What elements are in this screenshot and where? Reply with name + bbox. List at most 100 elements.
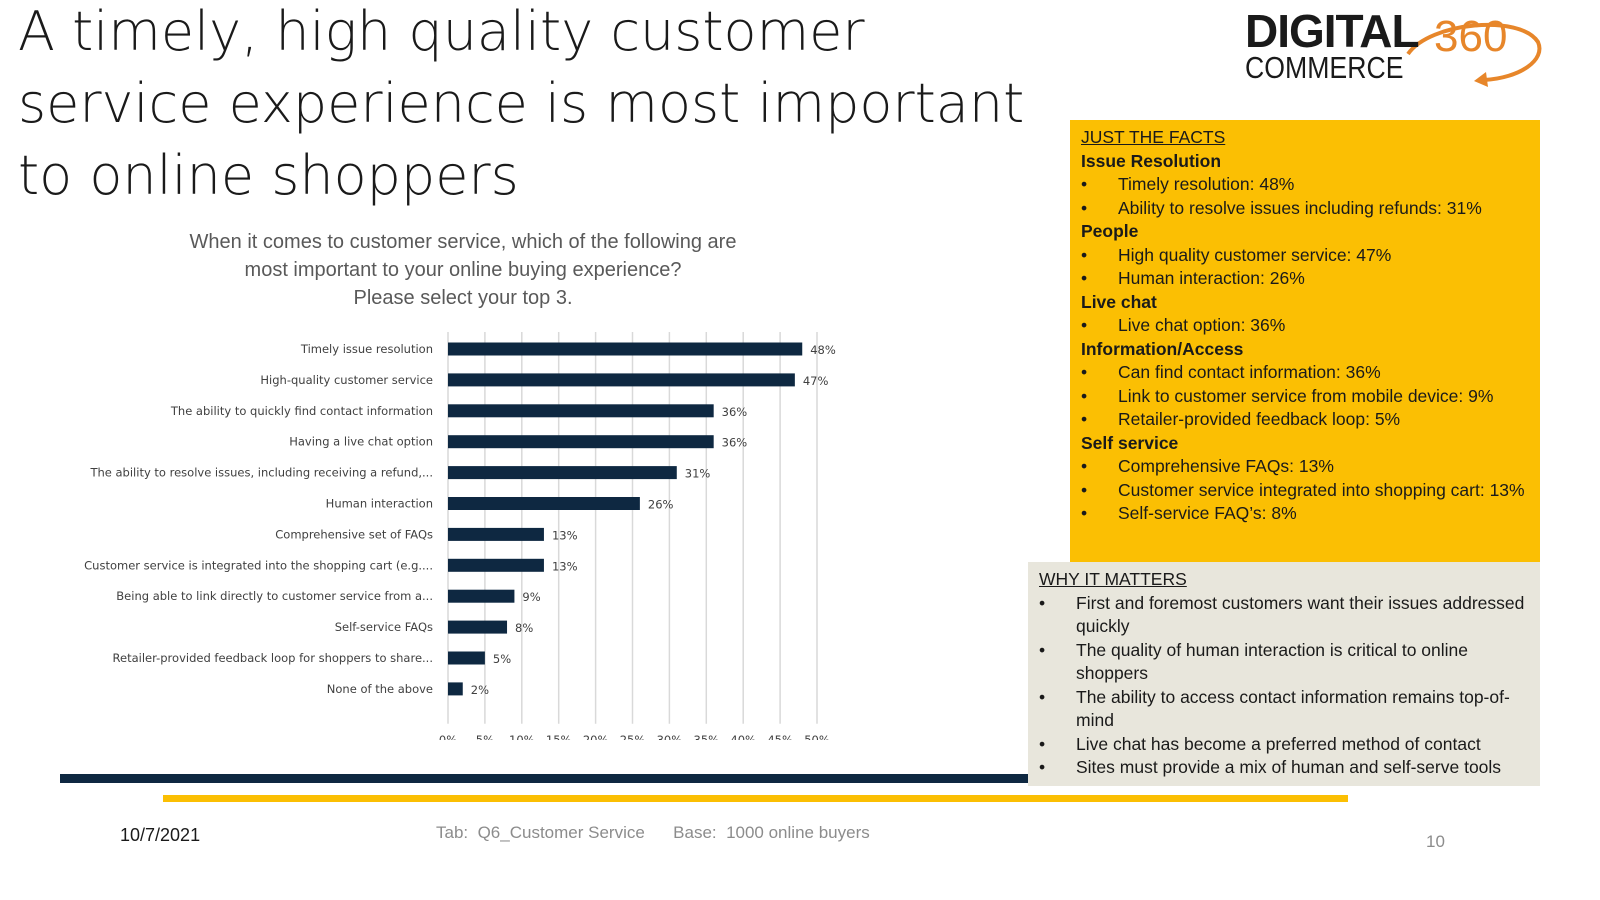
bullet-icon: • <box>1081 479 1088 500</box>
bar <box>448 466 677 480</box>
gold-divider <box>163 795 1348 802</box>
facts-item-text: Comprehensive FAQs: 13% <box>1118 456 1334 476</box>
category-label: Being able to link directly to customer … <box>116 589 433 603</box>
facts-item: • Human interaction: 26% <box>1081 267 1530 291</box>
x-tick-label: 50% <box>804 733 830 740</box>
bar <box>448 620 508 634</box>
facts-heading: JUST THE FACTS <box>1081 127 1226 147</box>
category-label: Self-service FAQs <box>335 620 433 634</box>
bullet-icon: • <box>1081 174 1088 194</box>
x-tick-label: 35% <box>694 733 720 740</box>
facts-item: • Timely resolution: 48% <box>1081 173 1530 197</box>
page-title: A timely, high quality customer service … <box>18 0 1025 207</box>
facts-group-title: People <box>1081 221 1139 241</box>
bullet-icon: • <box>1039 757 1046 777</box>
logo-text-commerce: COMMERCE <box>1245 50 1404 85</box>
bullet-icon: • <box>1081 268 1088 288</box>
matters-heading: WHY IT MATTERS <box>1039 569 1187 589</box>
category-label: The ability to quickly find contact info… <box>170 404 433 418</box>
matters-item: • The ability to access contact informati… <box>1039 686 1532 733</box>
x-tick-label: 0% <box>439 733 457 740</box>
category-label: Having a live chat option <box>289 435 433 449</box>
question-line-1: When it comes to customer service, which… <box>189 231 737 253</box>
footer-date: 10/7/2021 <box>120 825 201 845</box>
x-tick-label: 5% <box>476 733 494 740</box>
facts-group-title: Information/Access <box>1081 338 1244 359</box>
logo-text-digital: DIGITAL <box>1245 5 1420 57</box>
bar <box>448 558 544 572</box>
bar <box>448 682 463 696</box>
matters-item-text: First and foremost customers want their … <box>1076 592 1525 637</box>
bullet-icon: • <box>1039 592 1046 613</box>
data-label: 8% <box>515 621 533 635</box>
category-label: Timely issue resolution <box>300 342 433 356</box>
bullet-icon: • <box>1081 362 1088 382</box>
facts-item-text: Ability to resolve issues including refu… <box>1118 197 1482 218</box>
x-tick-label: 20% <box>583 733 609 740</box>
bar-chart: 0% 5% 10% 15% 20% 25% 30% 35% 40% 45% 50% Timely is… <box>84 332 836 740</box>
logo-swoosh-icon <box>1406 22 1542 87</box>
data-label: 13% <box>552 528 578 542</box>
facts-item-text: Human interaction: 26% <box>1118 268 1305 288</box>
matters-item: • Sites must provide a mix of human and s… <box>1039 756 1532 780</box>
facts-item-text: Timely resolution: 48% <box>1118 174 1295 194</box>
data-label: 36% <box>722 405 748 419</box>
question-line-2: most important to your online buying exp… <box>244 259 682 281</box>
facts-item: • Comprehensive FAQs: 13% <box>1081 455 1530 479</box>
bar <box>448 651 485 665</box>
category-label: Comprehensive set of FAQs <box>275 527 433 541</box>
data-label: 36% <box>722 436 748 450</box>
x-tick-label: 25% <box>620 733 646 740</box>
just-the-facts-panel: JUST THE FACTS Issue Resolution • Timely r… <box>1070 120 1540 562</box>
bar <box>448 497 640 510</box>
facts-group-title: Self service <box>1081 432 1179 453</box>
matters-list: • First and foremost customers want their… <box>1039 592 1532 780</box>
facts-item-text: Link to customer service from mobile dev… <box>1118 385 1494 406</box>
category-label: The ability to resolve issues, including… <box>89 466 433 480</box>
matters-item: • First and foremost customers want their… <box>1039 592 1532 639</box>
bullet-icon: • <box>1081 456 1088 476</box>
data-label: 13% <box>552 559 578 573</box>
data-label: 2% <box>471 683 489 697</box>
facts-item-text: High quality customer service: 47% <box>1118 244 1392 265</box>
data-label: 31% <box>685 467 711 481</box>
matters-item: • The quality of human interaction is cri… <box>1039 639 1532 686</box>
facts-item: • High quality customer service: 47% <box>1081 244 1530 268</box>
matters-item-text: Sites must provide a mix of human and se… <box>1076 757 1502 777</box>
data-label: 26% <box>648 498 674 512</box>
facts-item: • Ability to resolve issues including ref… <box>1081 197 1530 221</box>
bullet-icon: • <box>1081 409 1088 429</box>
facts-item: • Live chat option: 36% <box>1081 314 1530 338</box>
category-label: Customer service is integrated into the … <box>84 558 433 572</box>
x-tick-label: 45% <box>767 733 793 740</box>
matters-item-text: Live chat has become a preferred method … <box>1076 733 1481 754</box>
facts-group-title: Issue Resolution <box>1081 150 1222 171</box>
facts-groups: Issue Resolution • Timely resolution: 48% •… <box>1081 150 1530 526</box>
matters-item-text: The quality of human interaction is crit… <box>1076 639 1469 684</box>
facts-item-text: Self-service FAQ’s: 8% <box>1118 503 1297 523</box>
category-label: Human interaction <box>326 497 433 511</box>
x-tick-label: 15% <box>546 733 572 740</box>
data-label: 48% <box>810 343 836 357</box>
bullet-icon: • <box>1039 686 1046 707</box>
bullet-icon: • <box>1081 244 1088 265</box>
bullet-icon: • <box>1039 733 1046 754</box>
facts-item: • Link to customer service from mobile de… <box>1081 385 1530 409</box>
bullet-icon: • <box>1039 639 1046 660</box>
question-line-3: Please select your top 3. <box>353 287 573 309</box>
bar <box>448 589 515 603</box>
facts-group-title: Live chat <box>1081 291 1157 312</box>
why-it-matters-panel: WHY IT MATTERS • First and foremost custo… <box>1028 562 1540 786</box>
matters-item: • Live chat has become a preferred method… <box>1039 733 1532 757</box>
facts-item-text: Customer service integrated into shoppin… <box>1118 479 1525 500</box>
navy-divider <box>60 774 1028 783</box>
bullet-icon: • <box>1081 315 1088 335</box>
bullet-icon: • <box>1081 503 1088 523</box>
facts-item: • Self-service FAQ’s: 8% <box>1081 502 1530 526</box>
category-label: Retailer-provided feedback loop for shop… <box>113 651 433 665</box>
category-label: High-quality customer service <box>260 373 433 387</box>
matters-item-text: The ability to access contact informatio… <box>1076 686 1510 731</box>
bar <box>448 373 795 387</box>
bar <box>448 342 803 356</box>
x-tick-label: 40% <box>730 733 756 740</box>
